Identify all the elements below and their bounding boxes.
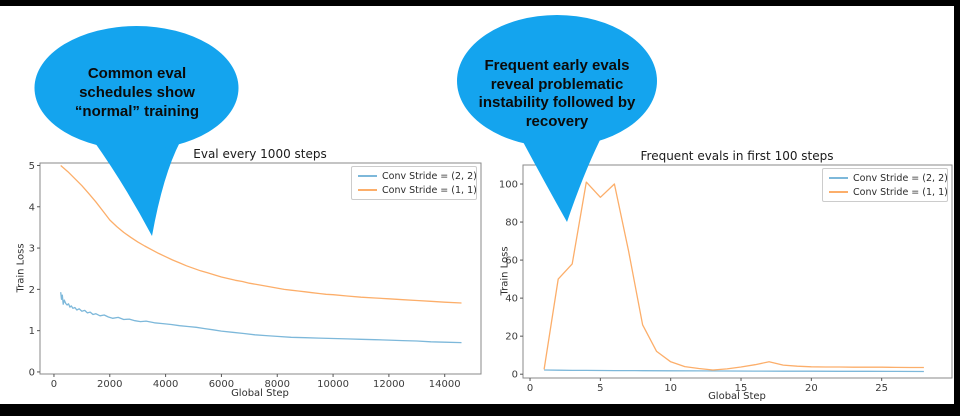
chart-left-ylabel: Train Loss bbox=[15, 243, 27, 293]
series-line-stride-2-2 bbox=[60, 292, 462, 344]
y-tick-label: 2 bbox=[29, 285, 35, 296]
chart-right-legend: Conv Stride = (2, 2) Conv Stride = (1, 1) bbox=[822, 168, 948, 202]
legend-line-swatch bbox=[829, 177, 848, 179]
legend-label: Conv Stride = (2, 2) bbox=[853, 172, 948, 184]
top-border-bar bbox=[0, 0, 960, 6]
bubble-text-line: Common eval bbox=[87, 65, 187, 82]
x-tick-label: 12000 bbox=[373, 379, 405, 390]
y-tick-label: 1 bbox=[29, 326, 35, 337]
legend-line-swatch bbox=[829, 191, 848, 193]
chart-left-title: Eval every 1000 steps bbox=[193, 147, 327, 161]
series-line-stride-2-2 bbox=[544, 369, 924, 373]
legend-label: Conv Stride = (1, 1) bbox=[853, 186, 948, 198]
legend-label: Conv Stride = (2, 2) bbox=[382, 170, 477, 182]
chart-right-xlabel: Global Step bbox=[708, 391, 766, 402]
legend-line-swatch bbox=[358, 189, 377, 191]
speech-bubble-left-text: Common eval schedules show “normal” traini… bbox=[32, 64, 242, 121]
chart-left-xlabel: Global Step bbox=[231, 388, 289, 399]
chart-right-ylabel: Train Loss bbox=[499, 246, 511, 296]
chart-right-title: Frequent evals in first 100 steps bbox=[640, 149, 834, 163]
legend-row: Conv Stride = (1, 1) bbox=[827, 185, 948, 199]
y-tick-label: 5 bbox=[29, 161, 35, 172]
x-tick-label: 0 bbox=[527, 383, 533, 394]
x-tick-label: 2000 bbox=[97, 379, 122, 390]
y-tick-label: 0 bbox=[29, 367, 35, 378]
legend-row: Conv Stride = (2, 2) bbox=[356, 169, 477, 183]
bubble-text-line: instability followed by bbox=[478, 94, 636, 111]
bubble-text-line: “normal” training bbox=[74, 103, 200, 120]
bottom-border-bar bbox=[0, 404, 960, 416]
speech-bubble-right-text: Frequent early evals reveal problematic in… bbox=[452, 57, 662, 131]
x-tick-label: 25 bbox=[875, 383, 888, 394]
y-tick-label: 20 bbox=[505, 332, 518, 343]
legend-label: Conv Stride = (1, 1) bbox=[382, 184, 477, 196]
y-tick-label: 100 bbox=[499, 180, 518, 191]
x-tick-label: 0 bbox=[51, 379, 57, 390]
y-tick-label: 0 bbox=[512, 370, 518, 381]
y-tick-label: 80 bbox=[505, 218, 518, 229]
bubble-text-line: recovery bbox=[525, 112, 589, 130]
x-tick-label: 14000 bbox=[429, 379, 461, 390]
bubble-text-line: Frequent early evals bbox=[484, 57, 630, 74]
series-line-stride-1-1 bbox=[543, 181, 924, 371]
y-tick-label: 4 bbox=[29, 202, 35, 213]
legend-row: Conv Stride = (2, 2) bbox=[827, 171, 948, 185]
legend-line-swatch bbox=[358, 175, 377, 177]
right-border-bar bbox=[954, 0, 960, 416]
chart-left-legend: Conv Stride = (2, 2) Conv Stride = (1, 1) bbox=[351, 166, 477, 200]
bubble-text-line: reveal problematic bbox=[490, 75, 624, 93]
x-tick-label: 5 bbox=[597, 383, 603, 394]
legend-row: Conv Stride = (1, 1) bbox=[356, 183, 477, 197]
y-tick-label: 3 bbox=[29, 244, 35, 255]
bubble-text-line: schedules show bbox=[79, 84, 195, 101]
